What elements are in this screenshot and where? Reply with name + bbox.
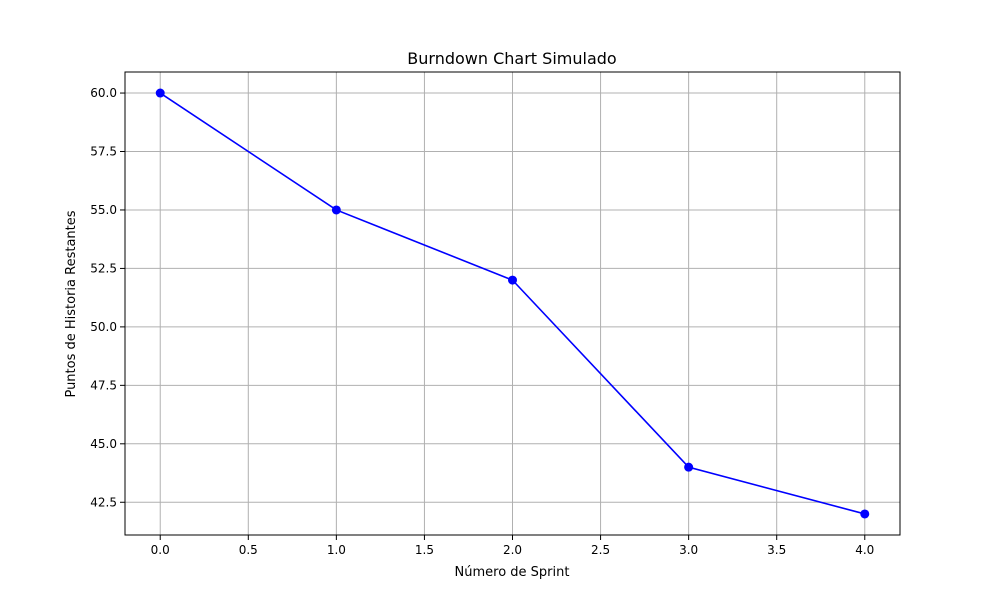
y-tick-label: 42.5	[90, 495, 117, 509]
grid	[125, 72, 900, 535]
y-axis-ticks: 42.5 45.0 47.5 50.0 52.5 55.0 57.5 60.0	[90, 86, 125, 509]
x-tick-label: 0.5	[239, 543, 258, 557]
y-tick-label: 50.0	[90, 320, 117, 334]
x-axis-label: Número de Sprint	[455, 565, 570, 580]
x-tick-label: 2.0	[503, 543, 522, 557]
x-tick-label: 0.0	[151, 543, 170, 557]
data-point	[508, 275, 517, 285]
x-tick-label: 1.5	[415, 543, 434, 557]
x-tick-label: 2.5	[591, 543, 610, 557]
data-point	[155, 88, 165, 98]
y-axis-label: Puntos de Historia Restantes	[64, 210, 79, 397]
x-axis-ticks: 0.0 0.5 1.0 1.5 2.0 2.5 3.0 3.5 4.0	[151, 535, 874, 557]
y-tick-label: 60.0	[90, 86, 117, 100]
data-point	[331, 205, 341, 215]
x-tick-label: 4.0	[855, 543, 874, 557]
chart-title: Burndown Chart Simulado	[407, 49, 616, 68]
x-tick-label: 1.0	[327, 543, 346, 557]
data-point	[860, 509, 870, 519]
y-tick-label: 47.5	[90, 378, 117, 392]
y-tick-label: 45.0	[90, 437, 117, 451]
data-point	[684, 462, 694, 472]
y-tick-label: 57.5	[90, 145, 117, 159]
y-tick-label: 55.0	[90, 203, 117, 217]
series-markers	[155, 88, 870, 519]
y-tick-label: 52.5	[90, 261, 117, 275]
x-tick-label: 3.5	[767, 543, 786, 557]
x-tick-label: 3.0	[679, 543, 698, 557]
